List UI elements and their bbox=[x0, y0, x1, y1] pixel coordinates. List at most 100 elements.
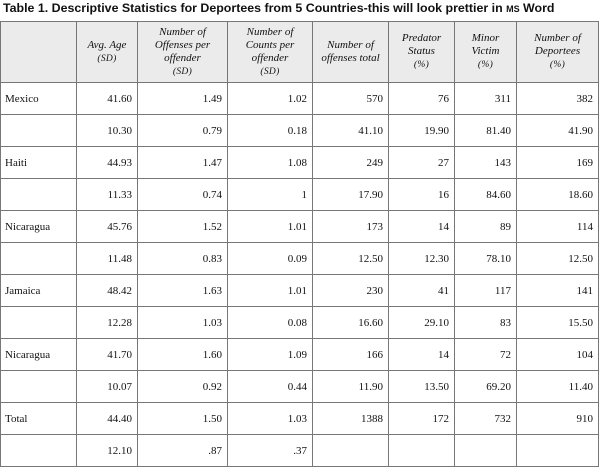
value-cell: 230 bbox=[312, 274, 389, 307]
row-label-cell bbox=[0, 242, 77, 275]
value-cell: 41.10 bbox=[312, 114, 389, 147]
value-cell: 12.50 bbox=[516, 242, 599, 275]
value-cell: 44.93 bbox=[76, 146, 138, 179]
table-row: Haiti 44.93 1.47 1.08 249 27 143 169 bbox=[0, 146, 599, 179]
value-cell: 12.50 bbox=[312, 242, 389, 275]
value-cell: 570 bbox=[312, 82, 389, 115]
header-label: Minor Victim bbox=[471, 32, 500, 57]
header-label: Number of offenses total bbox=[321, 39, 380, 64]
value-cell: 311 bbox=[454, 82, 517, 115]
header-label: Number of Deportees bbox=[534, 32, 581, 57]
value-cell: 1.49 bbox=[137, 82, 228, 115]
table-row: Nicaragua 45.76 1.52 1.01 173 14 89 114 bbox=[0, 210, 599, 243]
row-label-cell bbox=[0, 306, 77, 339]
value-cell: 18.60 bbox=[516, 178, 599, 211]
value-cell: 1.02 bbox=[227, 82, 313, 115]
value-cell: 14 bbox=[388, 210, 455, 243]
value-cell: 16 bbox=[388, 178, 455, 211]
value-cell: 1.01 bbox=[227, 210, 313, 243]
header-sub: (SD) bbox=[172, 66, 193, 77]
value-cell: 11.33 bbox=[76, 178, 138, 211]
title-prefix: Table 1. Descriptive Statistics for Depo… bbox=[3, 1, 507, 15]
value-cell: 1.47 bbox=[137, 146, 228, 179]
table-row: 11.48 0.83 0.09 12.50 12.30 78.10 12.50 bbox=[0, 242, 599, 275]
value-cell: 14 bbox=[388, 338, 455, 371]
header-sub: (%) bbox=[549, 60, 566, 70]
value-cell bbox=[388, 434, 455, 467]
value-cell bbox=[454, 434, 517, 467]
row-label-cell: Mexico bbox=[0, 82, 77, 115]
value-cell: 10.30 bbox=[76, 114, 138, 147]
header-sub: (SD) bbox=[97, 53, 117, 64]
header-avg-age: Avg. Age (SD) bbox=[76, 21, 138, 83]
value-cell: 10.07 bbox=[76, 370, 138, 403]
value-cell: 249 bbox=[312, 146, 389, 179]
table-row: Nicaragua 41.70 1.60 1.09 166 14 72 104 bbox=[0, 338, 599, 371]
value-cell: 1.03 bbox=[137, 306, 228, 339]
value-cell: 0.92 bbox=[137, 370, 228, 403]
value-cell: 910 bbox=[516, 402, 599, 435]
header-offenses-total: Number of offenses total bbox=[312, 21, 389, 83]
value-cell: 0.18 bbox=[227, 114, 313, 147]
value-cell: 1 bbox=[227, 178, 313, 211]
header-label: Predator Status bbox=[401, 32, 442, 57]
row-label-cell bbox=[0, 370, 77, 403]
value-cell: 0.08 bbox=[227, 306, 313, 339]
row-label-cell bbox=[0, 114, 77, 147]
value-cell: 1.52 bbox=[137, 210, 228, 243]
value-cell: 89 bbox=[454, 210, 517, 243]
value-cell: 41.70 bbox=[76, 338, 138, 371]
value-cell: 84.60 bbox=[454, 178, 517, 211]
value-cell: 19.90 bbox=[388, 114, 455, 147]
value-cell: 1.08 bbox=[227, 146, 313, 179]
table-row: 11.33 0.74 1 17.90 16 84.60 18.60 bbox=[0, 178, 599, 211]
value-cell: 0.09 bbox=[227, 242, 313, 275]
value-cell: 13.50 bbox=[388, 370, 455, 403]
value-cell: 12.28 bbox=[76, 306, 138, 339]
value-cell: 143 bbox=[454, 146, 517, 179]
header-row: Avg. Age (SD) Number of Offenses per offe… bbox=[0, 21, 599, 83]
title-smallcaps: ms bbox=[506, 1, 520, 15]
row-label-cell: Haiti bbox=[0, 146, 77, 179]
row-label-cell bbox=[0, 178, 77, 211]
value-cell: 141 bbox=[516, 274, 599, 307]
value-cell: 172 bbox=[388, 402, 455, 435]
value-cell: 11.90 bbox=[312, 370, 389, 403]
header-label: Avg. Age bbox=[87, 38, 127, 51]
table-row: 12.28 1.03 0.08 16.60 29.10 83 15.50 bbox=[0, 306, 599, 339]
value-cell: 166 bbox=[312, 338, 389, 371]
header-number-of-deportees: Number of Deportees (%) bbox=[516, 21, 599, 83]
value-cell: 45.76 bbox=[76, 210, 138, 243]
value-cell bbox=[312, 434, 389, 467]
header-label: Number of Offenses per offender bbox=[154, 25, 211, 64]
row-label-cell bbox=[0, 434, 77, 467]
value-cell: 12.10 bbox=[76, 434, 138, 467]
header-predator-status: Predator Status (%) bbox=[388, 21, 455, 83]
value-cell: 1.60 bbox=[137, 338, 228, 371]
header-sub: (%) bbox=[477, 60, 494, 70]
value-cell: 169 bbox=[516, 146, 599, 179]
header-sub: (%) bbox=[413, 60, 430, 70]
value-cell: 17.90 bbox=[312, 178, 389, 211]
table-row: Mexico 41.60 1.49 1.02 570 76 311 382 bbox=[0, 82, 599, 115]
row-label-cell: Nicaragua bbox=[0, 338, 77, 371]
value-cell: 27 bbox=[388, 146, 455, 179]
table-row: Jamaica 48.42 1.63 1.01 230 41 117 141 bbox=[0, 274, 599, 307]
value-cell: 48.42 bbox=[76, 274, 138, 307]
row-label-cell: Nicaragua bbox=[0, 210, 77, 243]
value-cell: 83 bbox=[454, 306, 517, 339]
value-cell: 0.79 bbox=[137, 114, 228, 147]
value-cell: 41 bbox=[388, 274, 455, 307]
value-cell: 1.63 bbox=[137, 274, 228, 307]
value-cell: 0.74 bbox=[137, 178, 228, 211]
value-cell: 1.01 bbox=[227, 274, 313, 307]
value-cell: 382 bbox=[516, 82, 599, 115]
header-minor-victim: Minor Victim (%) bbox=[454, 21, 517, 83]
value-cell: 0.83 bbox=[137, 242, 228, 275]
value-cell: 11.48 bbox=[76, 242, 138, 275]
row-label-cell: Jamaica bbox=[0, 274, 77, 307]
table-row: 12.10.87.37 bbox=[0, 434, 599, 467]
header-label: Number of Counts per offender bbox=[245, 25, 295, 64]
value-cell: 44.40 bbox=[76, 402, 138, 435]
table-row: 10.07 0.92 0.44 11.90 13.50 69.20 11.40 bbox=[0, 370, 599, 403]
